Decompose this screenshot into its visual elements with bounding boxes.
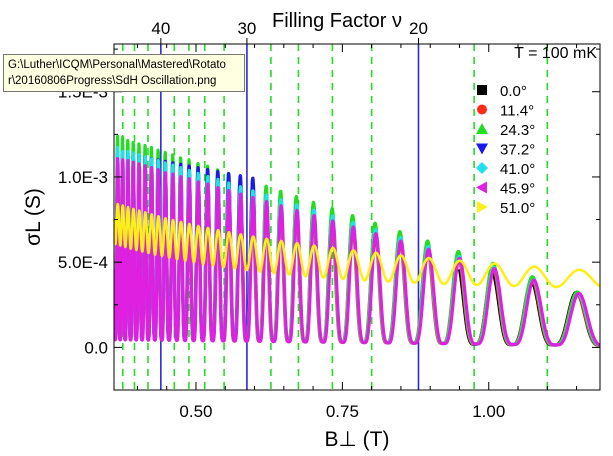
legend-entry: 41.0°: [476, 161, 535, 178]
legend-entry: 37.2°: [476, 142, 535, 159]
legend-label: 37.2°: [500, 142, 535, 159]
y-axis-title: σL (S): [22, 188, 45, 246]
legend-marker: [477, 104, 487, 115]
legend-entry: 24.3°: [476, 122, 535, 139]
tooltip-line-1: G:\Luther\ICQM\Personal\Mastered\Rotato: [8, 59, 226, 71]
y-tick-label: 0.0: [84, 338, 108, 357]
y-tick-label: 5.0E-4: [58, 253, 108, 272]
tooltip-line-2: r\20160806Progress\SdH Oscillation.png: [8, 75, 217, 87]
data-series: [114, 134, 600, 348]
x-tick-label: 0.50: [179, 402, 212, 421]
legend-marker: [477, 201, 488, 213]
legend-marker: [476, 123, 488, 134]
x-tick-label: 0.75: [326, 402, 359, 421]
legend-entry: 11.4°: [477, 103, 534, 120]
top-tick-label: 40: [151, 19, 170, 38]
plot-frame: [113, 43, 601, 391]
legend-entry: 51.0°: [477, 200, 535, 217]
axes: 0.50 0.75 1.000.05.0E-41.0E-31.5E-340 30 20: [58, 19, 600, 421]
legend-label: 45.9°: [500, 181, 535, 198]
legend-label: 24.3°: [500, 122, 535, 139]
legend-marker: [477, 85, 487, 95]
x-axis-label: B⊥ (T): [325, 428, 390, 451]
legend-label: 11.4°: [500, 103, 534, 120]
y-axis-label: σL (S): [22, 188, 45, 246]
legend-label: 0.0°: [500, 83, 527, 100]
series-line-5: [114, 157, 600, 347]
legend-label: 51.0°: [500, 200, 535, 217]
legend-entry: 0.0°: [477, 83, 527, 100]
file-path-tooltip: G:\Luther\ICQM\Personal\Mastered\Rotato …: [3, 54, 245, 92]
x-axis-title: B⊥ (T): [325, 428, 390, 451]
legend-marker: [476, 162, 488, 174]
legend-marker: [476, 181, 487, 194]
legend-entry: 45.9°: [476, 181, 535, 198]
legend-marker: [476, 143, 488, 155]
top-tick-label: 30: [237, 19, 256, 38]
temperature-annotation: T = 100 mK: [514, 45, 597, 62]
legend-label: 41.0°: [500, 161, 535, 178]
series-line-6: [114, 202, 600, 289]
y-tick-label: 1.0E-3: [58, 168, 108, 187]
x-tick-label: 1.00: [472, 402, 505, 421]
top-axis-title: Filling Factor ν: [272, 10, 402, 32]
top-tick-label: 20: [409, 19, 428, 38]
legend: 0.0° 11.4° 24.3° 37.2° 41.0° 45.9° 51.0°: [476, 83, 535, 217]
